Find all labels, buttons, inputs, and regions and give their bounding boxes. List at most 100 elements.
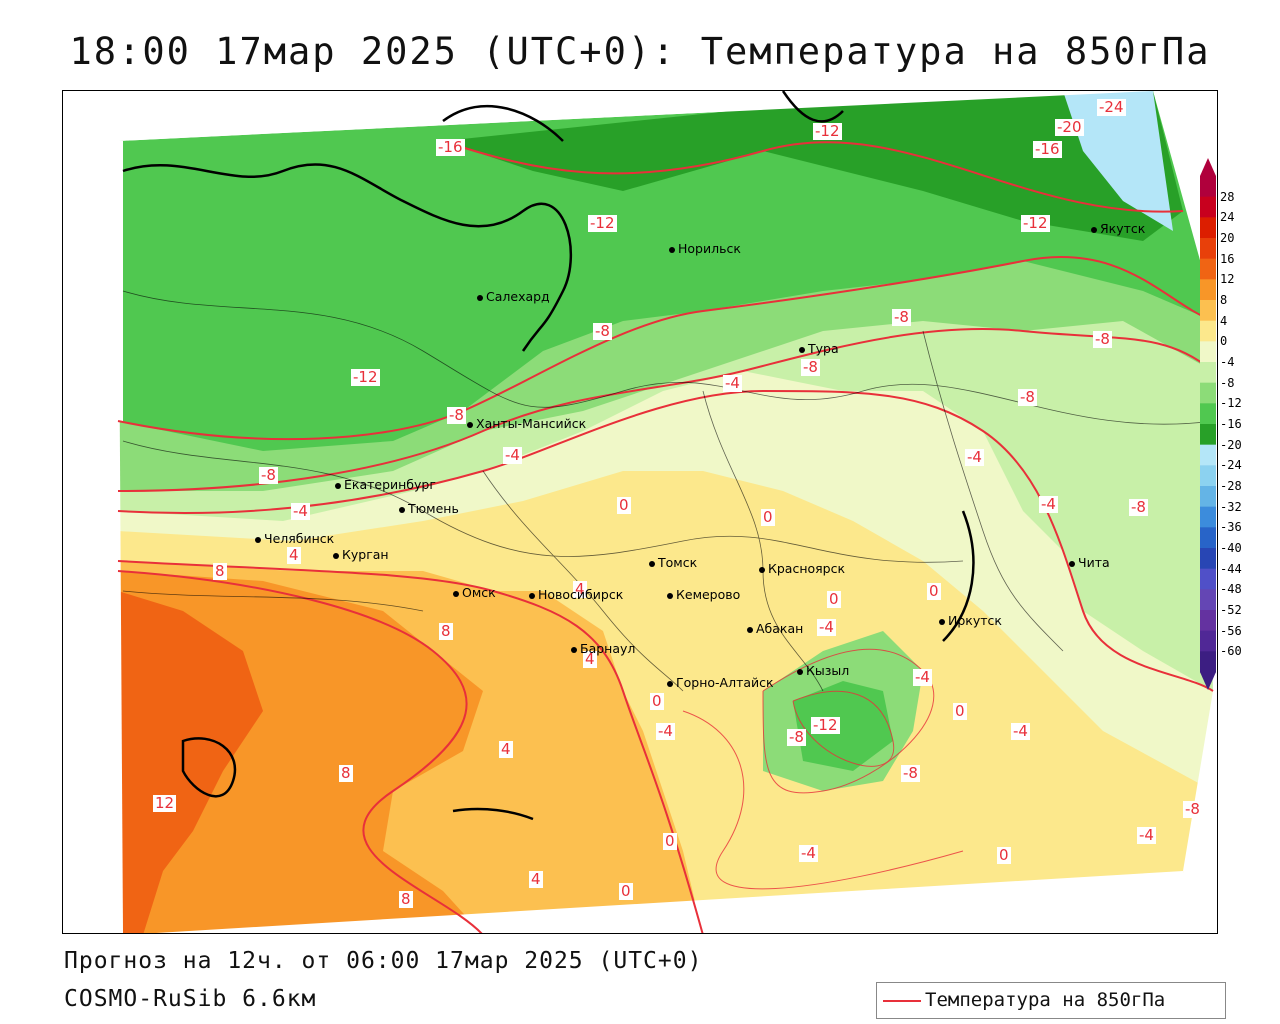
city-dot-icon: [477, 294, 483, 301]
isotherm-label: 4: [529, 870, 543, 888]
colorbar: [1200, 158, 1216, 690]
colorbar-segment: [1200, 424, 1216, 446]
city-marker: Ханты-Мансийск: [467, 416, 586, 431]
isotherm-label: 0: [927, 582, 941, 600]
legend-box: Температура на 850гПа: [876, 982, 1226, 1019]
isotherm-label: 8: [439, 622, 453, 640]
colorbar-segment: [1200, 527, 1216, 549]
isotherm-label: -16: [1033, 140, 1062, 158]
isotherm-label: 12: [153, 794, 177, 812]
isotherm-label: -8: [593, 322, 612, 340]
colorbar-segment: [1200, 300, 1216, 322]
colorbar-segment: [1200, 176, 1216, 198]
isotherm-label: 8: [213, 562, 227, 580]
colorbar-segment: [1200, 486, 1216, 508]
colorbar-segment: [1200, 382, 1216, 404]
colorbar-segment: [1200, 630, 1216, 652]
colorbar-tick-label: 16: [1220, 251, 1235, 266]
colorbar-segment: [1200, 403, 1216, 425]
domain-mask-top: [63, 91, 1153, 141]
city-dot-icon: [1069, 560, 1075, 567]
city-dot-icon: [571, 646, 577, 653]
city-marker: Омск: [453, 585, 496, 600]
city-dot-icon: [529, 592, 535, 599]
zone-12-to-16: [118, 591, 263, 933]
city-marker: Горно-Алтайск: [667, 675, 774, 690]
city-name: Кемерово: [676, 587, 741, 602]
admin-borders: [122, 290, 1214, 692]
city-dot-icon: [667, 680, 673, 687]
isotherm-label: 0: [761, 508, 775, 526]
city-dot-icon: [333, 552, 339, 559]
colorbar-segment: [1200, 341, 1216, 363]
city-dot-icon: [797, 668, 803, 675]
colorbar-tick-label: -32: [1220, 499, 1242, 514]
isotherm-label: -12: [813, 122, 842, 140]
colorbar-segment: [1200, 610, 1216, 632]
city-dot-icon: [669, 246, 675, 253]
colorbar-segment: [1200, 196, 1216, 218]
isotherm-label: -4: [723, 374, 742, 392]
map-title: 18:00 17мар 2025 (UTC+0): Температура на…: [69, 30, 1211, 73]
colorbar-tick-label: -44: [1220, 561, 1242, 576]
isotherm-label: 0: [617, 496, 631, 514]
city-name: Курган: [342, 547, 389, 562]
isotherm-label: -12: [588, 214, 617, 232]
colorbar-tick-label: 0: [1220, 334, 1228, 349]
colorbar-segment: [1200, 217, 1216, 239]
colorbar-tick-label: -16: [1220, 417, 1242, 431]
city-dot-icon: [939, 618, 945, 625]
isotherm-label: -4: [965, 448, 984, 466]
isotherm-label: -16: [436, 138, 465, 156]
city-marker: Курган: [333, 547, 389, 562]
isotherm-label: -8: [1093, 330, 1112, 348]
zone-minus24-to-minus20: [1063, 91, 1173, 231]
city-marker: Абакан: [747, 621, 803, 636]
isotherm-label: -4: [913, 668, 932, 686]
city-name: Иркутск: [948, 613, 1002, 628]
isotherm-label: -24: [1097, 98, 1126, 116]
city-dot-icon: [1091, 226, 1097, 233]
city-marker: Тюмень: [399, 501, 459, 516]
isotherm-label: 0: [997, 846, 1011, 864]
colorbar-segment: [1200, 258, 1216, 280]
city-name: Красноярск: [768, 561, 846, 576]
colorbar-segment: [1200, 238, 1216, 260]
colorbar-segment: [1200, 465, 1216, 487]
model-caption: COSMO-RuSib 6.6км: [64, 986, 317, 1012]
city-marker: Кызыл: [797, 663, 849, 678]
temperature-map: -24 -20 -16 -16 -12 -12 -12 -12 -8 -8 -8…: [62, 90, 1218, 934]
city-dot-icon: [453, 590, 459, 597]
colorbar-tick-label: -4: [1220, 355, 1235, 369]
legend-label: Температура на 850гПа: [925, 989, 1166, 1011]
city-marker: Якутск: [1091, 221, 1145, 236]
domain-mask-left: [63, 141, 123, 933]
isotherm-label: -4: [291, 502, 310, 520]
city-name: Тюмень: [408, 501, 459, 516]
isotherm-label: -8: [1129, 498, 1148, 516]
isotherm-label: -12: [1021, 214, 1050, 232]
city-dot-icon: [399, 506, 405, 513]
city-name: Чита: [1078, 555, 1110, 570]
isotherm-label: 4: [583, 650, 597, 668]
city-dot-icon: [799, 346, 805, 353]
isotherm-label: 8: [339, 764, 353, 782]
city-name: Омск: [462, 585, 496, 600]
city-dot-icon: [335, 482, 341, 489]
zone-minus20-to-minus16: [443, 91, 1183, 241]
isotherm-label: 0: [827, 590, 841, 608]
city-marker: Чита: [1069, 555, 1110, 570]
city-name: Челябинск: [264, 531, 335, 546]
city-dot-icon: [255, 536, 261, 543]
colorbar-tick-label: -52: [1220, 603, 1242, 617]
isotherm-label: 0: [619, 882, 633, 900]
city-marker: Салехард: [477, 289, 550, 304]
forecast-caption: Прогноз на 12ч. от 06:00 17мар 2025 (UTC…: [64, 948, 703, 974]
city-dot-icon: [759, 566, 765, 573]
city-name: Ханты-Мансийск: [476, 416, 587, 431]
colorbar-segment: [1200, 320, 1216, 342]
isotherm-label: -8: [787, 728, 806, 746]
colorbar-tick-label: 20: [1220, 231, 1235, 245]
colorbar-segment: [1200, 568, 1216, 590]
isotherm-label: -4: [1039, 495, 1058, 513]
